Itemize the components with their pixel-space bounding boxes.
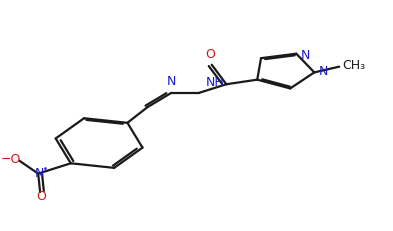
Text: N: N — [319, 65, 328, 78]
Text: CH₃: CH₃ — [342, 59, 365, 73]
Text: O: O — [36, 190, 46, 203]
Text: NH: NH — [206, 76, 224, 89]
Text: N: N — [35, 167, 44, 180]
Text: N: N — [167, 75, 176, 88]
Text: •: • — [43, 165, 48, 174]
Text: N: N — [301, 49, 310, 62]
Text: −O: −O — [1, 153, 22, 166]
Text: O: O — [205, 48, 215, 61]
